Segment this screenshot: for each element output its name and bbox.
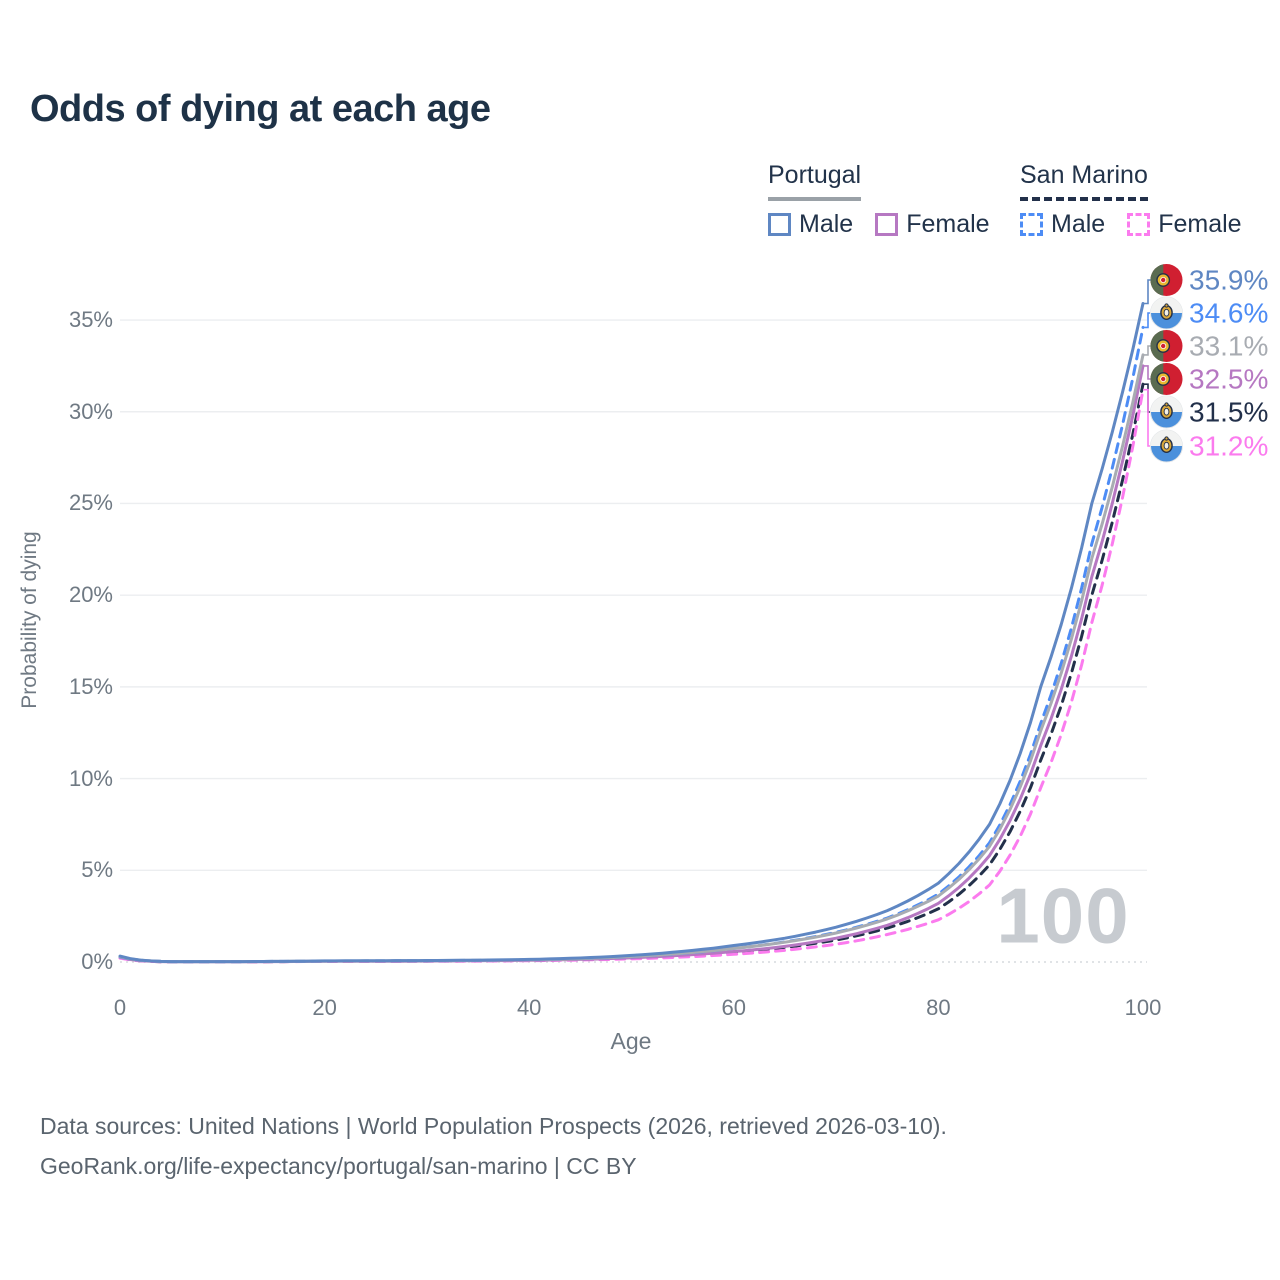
end-label-san-marino-both-sexes: 31.5% <box>1150 395 1269 429</box>
portugal-flag-icon <box>1150 264 1183 297</box>
legend-item-portugal-female[interactable]: Female <box>875 209 990 239</box>
legend-label-portugal-male: Male <box>799 209 854 238</box>
end-value-portugal-female: 32.5% <box>1189 363 1269 394</box>
x-tick-60: 60 <box>721 995 747 1020</box>
x-tick-20: 20 <box>312 995 337 1020</box>
legend-swatch-portugal-female <box>875 212 899 236</box>
y-tick-0%: 0% <box>81 949 113 974</box>
y-tick-5%: 5% <box>81 857 113 883</box>
series-line-san-marino-both-sexes <box>118 382 1145 964</box>
end-label-portugal-both-sexes: 33.1% <box>1150 330 1268 363</box>
page-title: Odds of dying at each age <box>30 88 491 130</box>
series-line-portugal-female <box>118 364 1145 964</box>
legend-item-san-marino-female[interactable]: Female <box>1127 209 1242 239</box>
series-line-san-marino-male <box>118 325 1145 964</box>
legend-swatch-portugal-male <box>768 212 791 236</box>
portugal-flag-icon <box>1150 330 1183 363</box>
end-label-san-marino-female: 31.2% <box>1150 429 1269 463</box>
x-tick-0: 0 <box>113 995 127 1020</box>
y-tick-35%: 35% <box>68 307 113 333</box>
legend-group-portugal: Portugal Male Female <box>768 161 1012 239</box>
footer-attribution: Data sources: United Nations | World Pop… <box>40 1106 947 1186</box>
end-value-san-marino-male: 34.6% <box>1189 297 1269 328</box>
legend-label-portugal-female: Female <box>906 209 990 238</box>
legend-items-san-marino: Male Female <box>1020 210 1264 239</box>
footer-data-sources: Data sources: United Nations | World Pop… <box>40 1113 947 1139</box>
series-line-portugal-male <box>118 302 1145 964</box>
end-value-san-marino-both-sexes: 31.5% <box>1189 396 1269 427</box>
legend-label-san-marino-male: Male <box>1051 209 1106 238</box>
san-marino-flag-icon <box>1150 395 1183 429</box>
x-tick-80: 80 <box>926 995 951 1020</box>
y-tick-10%: 10% <box>68 765 113 791</box>
x-tick-40: 40 <box>516 995 542 1020</box>
legend-item-portugal-male[interactable]: Male <box>768 210 853 239</box>
end-label-portugal-female: 32.5% <box>1150 363 1268 396</box>
legend-swatch-san-marino-female <box>1127 212 1151 236</box>
y-tick-25%: 25% <box>68 490 113 516</box>
end-value-san-marino-female: 31.2% <box>1189 430 1269 461</box>
end-value-portugal-both-sexes: 33.1% <box>1189 330 1269 361</box>
san-marino-flag-icon <box>1150 429 1183 463</box>
portugal-flag-icon <box>1150 363 1183 396</box>
y-tick-15%: 15% <box>68 673 113 699</box>
x-axis-title: Age <box>610 1028 652 1054</box>
legend-items-portugal: Male Female <box>768 210 1012 239</box>
series-line-san-marino-female <box>118 388 1145 964</box>
legend-title-san-marino: San Marino <box>1020 161 1148 201</box>
age-counter-watermark: 100 <box>996 871 1130 960</box>
legend-title-portugal: Portugal <box>768 161 862 201</box>
footer-source-url: GeoRank.org/life-expectancy/portugal/san… <box>40 1153 637 1179</box>
legend-group-san-marino: San Marino Male Female <box>1020 161 1264 239</box>
end-value-portugal-male: 35.9% <box>1189 264 1269 295</box>
end-label-san-marino-male: 34.6% <box>1150 296 1269 330</box>
end-label-portugal-male: 35.9% <box>1150 264 1268 297</box>
y-tick-20%: 20% <box>68 582 113 608</box>
legend-label-san-marino-female: Female <box>1158 209 1242 238</box>
san-marino-flag-icon <box>1150 296 1183 330</box>
x-tick-100: 100 <box>1124 995 1162 1020</box>
legend-swatch-san-marino-male <box>1020 212 1043 236</box>
legend-item-san-marino-male[interactable]: Male <box>1020 210 1105 239</box>
y-tick-30%: 30% <box>68 398 113 424</box>
